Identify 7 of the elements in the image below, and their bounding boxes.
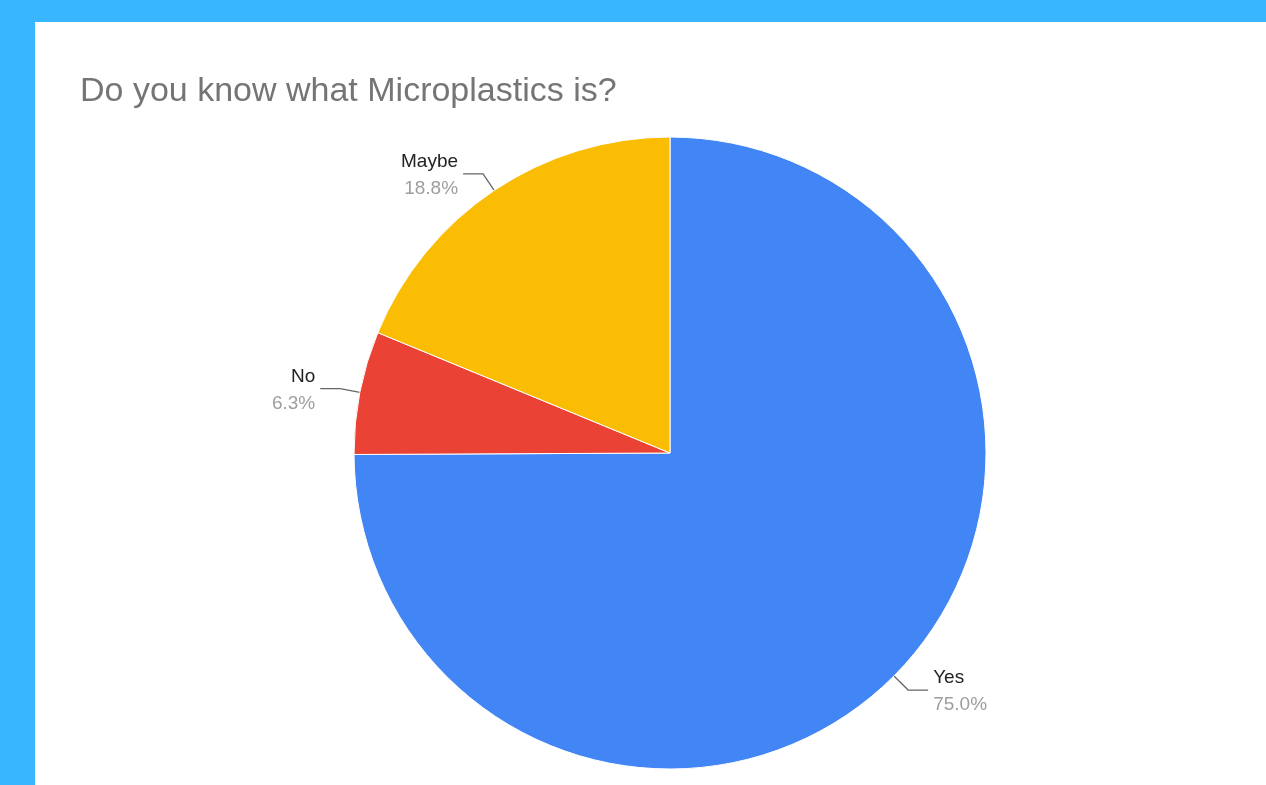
slice-label: No [290, 364, 316, 386]
data-label: 18.8% [404, 176, 459, 198]
data-label: 6.3% [271, 391, 316, 413]
chart-title: Do you know what Microplastics is? [80, 70, 617, 108]
data-label: 75.0% [933, 693, 988, 715]
slice-label: Yes [933, 666, 965, 688]
slice-label: Maybe [401, 149, 459, 171]
